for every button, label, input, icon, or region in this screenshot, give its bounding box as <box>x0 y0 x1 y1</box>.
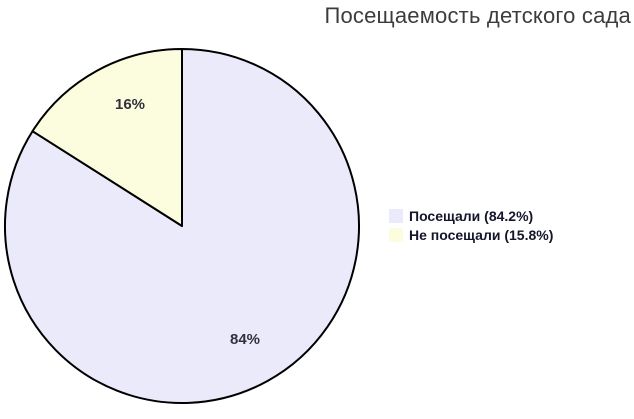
legend-swatch-attended <box>389 208 403 223</box>
pie-slice-attended <box>4 48 360 404</box>
legend: Посещали (84.2%) Не посещали (15.8%) <box>389 206 553 244</box>
pie-chart <box>4 48 360 404</box>
pie-slice-not-attended <box>31 48 183 227</box>
legend-item-attended: Посещали (84.2%) <box>389 206 553 225</box>
chart-title: Посещаемость детского сада <box>324 3 631 28</box>
slice-label-attended: 84% <box>229 331 261 348</box>
legend-label-attended: Посещали (84.2%) <box>409 207 534 224</box>
legend-label-not-attended: Не посещали (15.8%) <box>409 226 554 243</box>
legend-swatch-not-attended <box>389 227 403 242</box>
slice-label-not-attended: 16% <box>114 96 146 113</box>
legend-item-not-attended: Не посещали (15.8%) <box>389 225 553 244</box>
